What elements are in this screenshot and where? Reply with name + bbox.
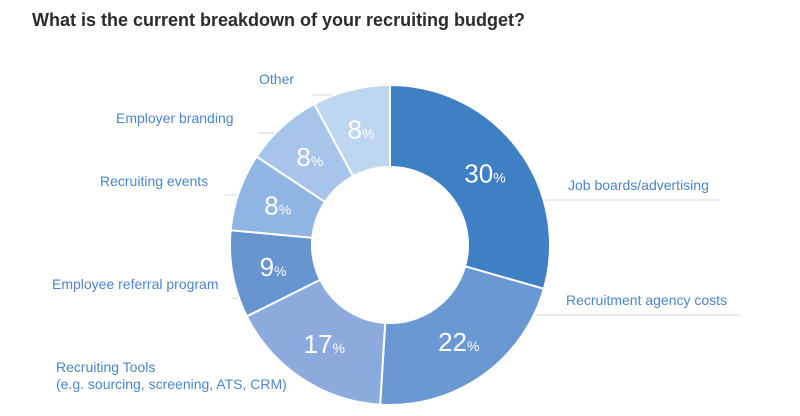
slice-value-label: 30%: [464, 158, 505, 188]
category-label: Job boards/advertising: [568, 177, 709, 193]
slice-value-label: 8%: [264, 190, 291, 220]
donut-slice: [379, 265, 546, 406]
donut-slice: [389, 83, 551, 291]
category-label: Recruiting Tools (e.g. sourcing, screenin…: [56, 359, 287, 392]
category-label: Employer branding: [116, 110, 234, 126]
category-label: Other: [259, 71, 294, 87]
donut-slice: [312, 83, 391, 178]
slice-value-label: 8%: [348, 115, 375, 145]
slice-value-label: 22%: [438, 327, 479, 357]
slice-value-label: 8%: [296, 142, 323, 172]
slice-value-label: 9%: [260, 252, 287, 282]
chart-title: What is the current breakdown of your re…: [32, 10, 526, 30]
slice-value-label: 17%: [304, 329, 345, 359]
category-label: Employee referral program: [52, 276, 219, 292]
category-label: Recruiting events: [100, 173, 208, 189]
category-label: Recruitment agency costs: [566, 292, 727, 308]
